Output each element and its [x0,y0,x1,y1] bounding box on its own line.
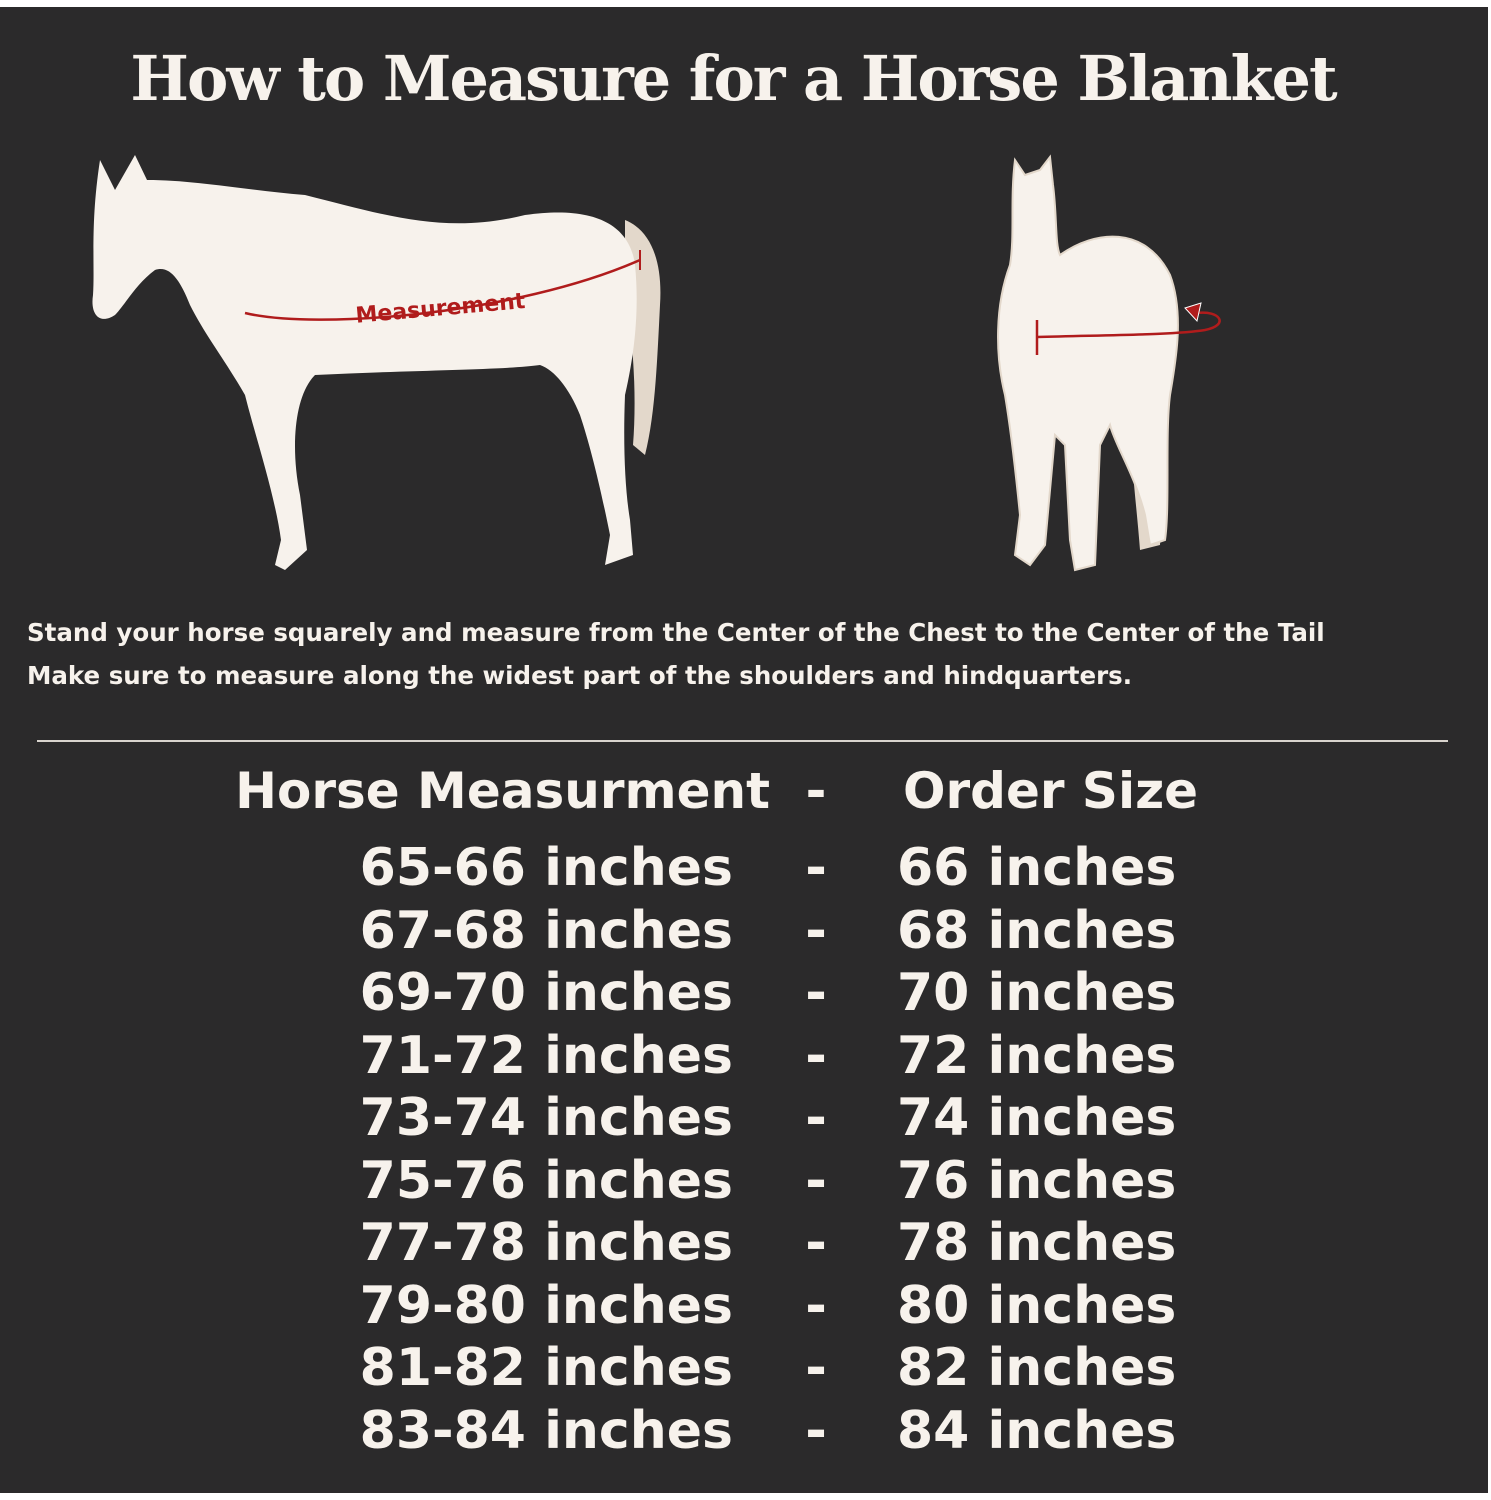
table-row: 75-76 inches - 76 inches [0,1151,1488,1213]
horse-body [997,154,1179,572]
measurement-arrow [1036,311,1221,339]
header-order-size: Order Size [903,762,1199,820]
page-title: How to Measure for a Horse Blanket [130,42,1337,115]
table-row: 79-80 inches - 80 inches [0,1276,1488,1338]
separator: - [805,963,827,1023]
horse-side-view-illustration: Measurement [92,155,661,570]
separator: - [805,1400,827,1461]
separator: - [805,1275,827,1336]
order-size: 68 inches [897,900,1177,961]
table-row: 83-84 inches - 84 inches [0,1401,1488,1463]
order-size: 70 inches [897,963,1177,1023]
header-separator: - [805,762,827,820]
order-size: 76 inches [897,1150,1177,1211]
size-table-header: Horse Measurment - Order Size [0,762,1488,824]
horse-measurement: 83-84 inches [359,1400,733,1461]
horse-measurement: 81-82 inches [359,1338,733,1398]
table-row: 69-70 inches - 70 inches [0,963,1488,1025]
horse-measurement: 77-78 inches [359,1213,733,1273]
table-row: 77-78 inches - 78 inches [0,1213,1488,1275]
order-size: 74 inches [897,1088,1177,1148]
table-row: 67-68 inches - 68 inches [0,901,1488,963]
table-row: 81-82 inches - 82 inches [0,1338,1488,1400]
separator: - [805,1150,827,1211]
separator: - [805,1338,827,1398]
horse-body [92,155,637,570]
horse-measurement: 71-72 inches [359,1025,733,1086]
horse-measurement: 75-76 inches [359,1150,733,1211]
instruction-line-2: Make sure to measure along the widest pa… [27,661,1133,690]
separator: - [805,1025,827,1086]
order-size: 80 inches [897,1275,1177,1336]
horse-measurement: 69-70 inches [359,963,733,1023]
separator: - [805,900,827,961]
horse-measurement: 67-68 inches [359,900,733,961]
separator: - [805,1213,827,1273]
horse-front-view-illustration [997,154,1221,572]
table-row: 71-72 inches - 72 inches [0,1026,1488,1088]
order-size: 84 inches [897,1400,1177,1461]
horse-measurement: 65-66 inches [359,838,733,898]
table-row: 73-74 inches - 74 inches [0,1088,1488,1150]
header-measurement: Horse Measurment [235,762,770,820]
horse-measurement: 73-74 inches [359,1088,733,1148]
divider [37,740,1448,742]
separator: - [805,838,827,898]
order-size: 72 inches [897,1025,1177,1086]
order-size: 82 inches [897,1338,1177,1398]
separator: - [805,1088,827,1148]
order-size: 78 inches [897,1213,1177,1273]
order-size: 66 inches [897,838,1177,898]
table-row: 65-66 inches - 66 inches [0,838,1488,900]
horse-measurement: 79-80 inches [359,1275,733,1336]
measurement-line [244,258,641,321]
instruction-line-1: Stand your horse squarely and measure fr… [27,618,1325,647]
